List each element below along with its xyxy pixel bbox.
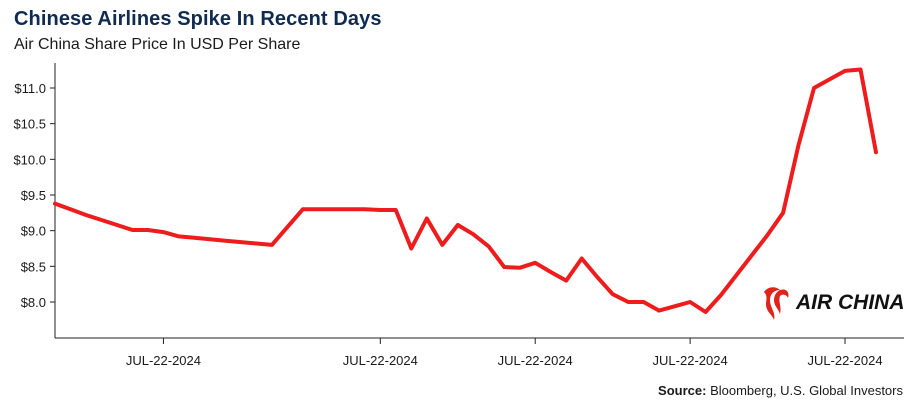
- air-china-logo-text: AIR CHINA: [795, 291, 905, 314]
- x-tick-label: JUL-22-2024: [126, 353, 201, 368]
- y-tick-label: $10.0: [13, 152, 46, 167]
- y-tick-label: $11.0: [14, 81, 46, 96]
- y-axis: $8.0 $8.5 $9.0 $9.5 $10.0 $10.5 $11.0: [13, 63, 56, 338]
- source-note: Source: Bloomberg, U.S. Global Investors: [658, 383, 903, 398]
- air-china-logo: AIR CHINA: [764, 287, 905, 320]
- y-tick-label: $10.5: [13, 117, 46, 132]
- source-text: Bloomberg, U.S. Global Investors: [710, 383, 903, 398]
- x-tick-label: JUL-22-2024: [498, 353, 573, 368]
- x-tick-label: JUL-22-2024: [343, 353, 418, 368]
- series-line: [53, 67, 878, 314]
- x-axis: JUL-22-2024 JUL-22-2024 JUL-22-2024 JUL-22-…: [55, 337, 904, 368]
- y-tick-label: $8.5: [21, 259, 46, 274]
- chart-title: Chinese Airlines Spike In Recent Days: [14, 8, 382, 30]
- y-tick-label: $9.5: [21, 188, 46, 203]
- y-tick-label: $9.0: [21, 224, 46, 239]
- series-group: [53, 67, 878, 314]
- x-tick-label: JUL-22-2024: [653, 353, 728, 368]
- chart-subtitle: Air China Share Price In USD Per Share: [14, 36, 301, 53]
- phoenix-icon: [764, 287, 789, 320]
- y-tick-label: $8.0: [21, 295, 46, 310]
- source-label: Source:: [658, 383, 707, 398]
- x-tick-label: JUL-22-2024: [807, 353, 882, 368]
